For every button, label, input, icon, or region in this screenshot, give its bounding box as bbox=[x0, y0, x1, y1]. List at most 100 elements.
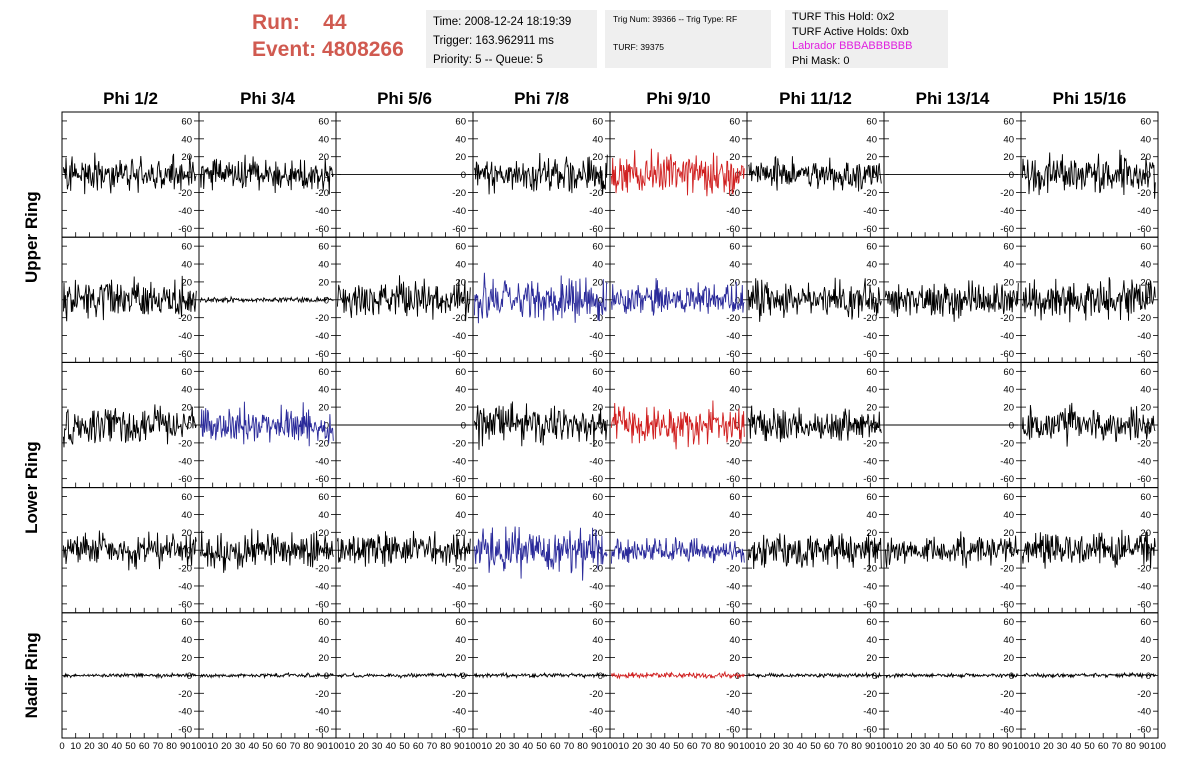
run-label-text: Run: bbox=[252, 11, 300, 34]
y-tick-label: -60 bbox=[452, 349, 466, 360]
y-tick-label: 20 bbox=[318, 653, 329, 664]
y-tick-label: -20 bbox=[726, 564, 740, 575]
x-tick-label: 60 bbox=[139, 741, 150, 752]
y-tick-label: 0 bbox=[872, 295, 877, 306]
waveform-trace bbox=[610, 278, 745, 316]
y-tick-label: -40 bbox=[1000, 707, 1014, 718]
y-tick-label: 60 bbox=[318, 492, 329, 503]
y-tick-label: 40 bbox=[181, 260, 192, 271]
x-tick-label: 90 bbox=[728, 741, 739, 752]
x-tick-label: 90 bbox=[454, 741, 465, 752]
x-tick-label: 70 bbox=[838, 741, 849, 752]
y-tick-label: 0 bbox=[461, 546, 466, 557]
waveform-trace bbox=[747, 405, 882, 443]
y-tick-label: -40 bbox=[452, 707, 466, 718]
x-tick-label: 40 bbox=[660, 741, 671, 752]
column-header: Phi 11/12 bbox=[779, 89, 852, 108]
column-header: Phi 5/6 bbox=[377, 89, 432, 108]
y-tick-label: 60 bbox=[1003, 116, 1014, 127]
x-tick-label: 60 bbox=[961, 741, 972, 752]
y-tick-label: -40 bbox=[315, 581, 329, 592]
y-tick-label: -20 bbox=[1137, 438, 1151, 449]
y-tick-label: 0 bbox=[872, 671, 877, 682]
y-tick-label: 0 bbox=[324, 295, 329, 306]
y-tick-label: 0 bbox=[1146, 170, 1151, 181]
y-tick-label: 60 bbox=[1140, 116, 1151, 127]
y-tick-label: -20 bbox=[178, 188, 192, 199]
x-tick-label: 20 bbox=[906, 741, 917, 752]
y-tick-label: 60 bbox=[866, 116, 877, 127]
y-tick-label: 40 bbox=[318, 385, 329, 396]
y-tick-label: 60 bbox=[181, 116, 192, 127]
x-tick-label: 20 bbox=[221, 741, 232, 752]
y-tick-label: 60 bbox=[1140, 492, 1151, 503]
panel-frame bbox=[472, 487, 611, 614]
y-tick-label: -60 bbox=[1137, 224, 1151, 235]
x-tick-label: 80 bbox=[851, 741, 862, 752]
row-label: Nadir Ring bbox=[22, 632, 41, 718]
row-label: Lower Ring bbox=[22, 441, 41, 534]
y-tick-label: 20 bbox=[455, 277, 466, 288]
y-tick-label: 0 bbox=[1009, 421, 1014, 432]
y-tick-label: 0 bbox=[1146, 671, 1151, 682]
y-tick-label: -60 bbox=[589, 725, 603, 736]
y-tick-label: -60 bbox=[726, 725, 740, 736]
trigger-info-box: Trig Num: 39366 -- Trig Type: RF TURF: 3… bbox=[605, 10, 771, 68]
x-tick-label: 10 bbox=[70, 741, 81, 752]
y-tick-label: 60 bbox=[729, 367, 740, 378]
x-tick-label: 30 bbox=[98, 741, 109, 752]
y-tick-label: 60 bbox=[592, 617, 603, 628]
waveform-trace bbox=[884, 280, 1019, 322]
y-tick-label: 20 bbox=[729, 653, 740, 664]
y-tick-label: -40 bbox=[726, 206, 740, 217]
y-tick-label: -60 bbox=[178, 349, 192, 360]
y-tick-label: 40 bbox=[1140, 635, 1151, 646]
y-tick-label: 60 bbox=[455, 242, 466, 253]
x-tick-label: 60 bbox=[550, 741, 561, 752]
y-tick-label: 40 bbox=[455, 385, 466, 396]
labrador-text: Labrador BBBABBBBBB bbox=[792, 40, 913, 52]
y-tick-label: 20 bbox=[318, 152, 329, 163]
time-info-box: Time: 2008-12-24 18:19:39 Trigger: 163.9… bbox=[426, 10, 597, 68]
y-tick-label: -20 bbox=[726, 313, 740, 324]
y-tick-label: 60 bbox=[318, 116, 329, 127]
y-tick-label: -20 bbox=[1137, 188, 1151, 199]
y-tick-label: 20 bbox=[729, 403, 740, 414]
y-tick-label: -40 bbox=[1000, 456, 1014, 467]
y-tick-label: 20 bbox=[866, 277, 877, 288]
y-tick-label: 0 bbox=[1009, 170, 1014, 181]
y-tick-label: 60 bbox=[592, 492, 603, 503]
y-tick-label: -40 bbox=[863, 456, 877, 467]
x-tick-label: 70 bbox=[153, 741, 164, 752]
x-tick-label: 10 bbox=[481, 741, 492, 752]
x-tick-label: 70 bbox=[975, 741, 986, 752]
y-tick-label: 40 bbox=[592, 260, 603, 271]
y-tick-label: -60 bbox=[452, 224, 466, 235]
y-tick-label: 20 bbox=[729, 528, 740, 539]
waveform-trace bbox=[63, 671, 197, 680]
x-tick-label: 80 bbox=[988, 741, 999, 752]
y-tick-label: 20 bbox=[1140, 653, 1151, 664]
y-tick-label: -60 bbox=[315, 599, 329, 610]
y-tick-label: 40 bbox=[1140, 134, 1151, 145]
y-tick-label: 60 bbox=[866, 617, 877, 628]
run-label: Run: 44 bbox=[252, 11, 347, 35]
trigger-text: Trigger: 163.962911 ms bbox=[433, 35, 554, 47]
y-tick-label: -60 bbox=[726, 474, 740, 485]
y-tick-label: 40 bbox=[866, 134, 877, 145]
y-tick-label: 40 bbox=[866, 385, 877, 396]
waveform-trace bbox=[199, 401, 334, 447]
y-tick-label: 20 bbox=[729, 152, 740, 163]
y-tick-label: -20 bbox=[1137, 689, 1151, 700]
column-header: Phi 1/2 bbox=[103, 89, 158, 108]
y-tick-label: -60 bbox=[1000, 725, 1014, 736]
event-value: 4808266 bbox=[322, 38, 404, 61]
turf-hold-text: TURF This Hold: 0x2 bbox=[792, 11, 895, 23]
y-tick-label: 0 bbox=[461, 170, 466, 181]
y-tick-label: 40 bbox=[1003, 260, 1014, 271]
waveform-trace bbox=[62, 275, 197, 322]
run-value: 44 bbox=[323, 11, 347, 34]
y-tick-label: 40 bbox=[866, 635, 877, 646]
y-tick-label: 40 bbox=[1003, 510, 1014, 521]
y-tick-label: 40 bbox=[318, 510, 329, 521]
